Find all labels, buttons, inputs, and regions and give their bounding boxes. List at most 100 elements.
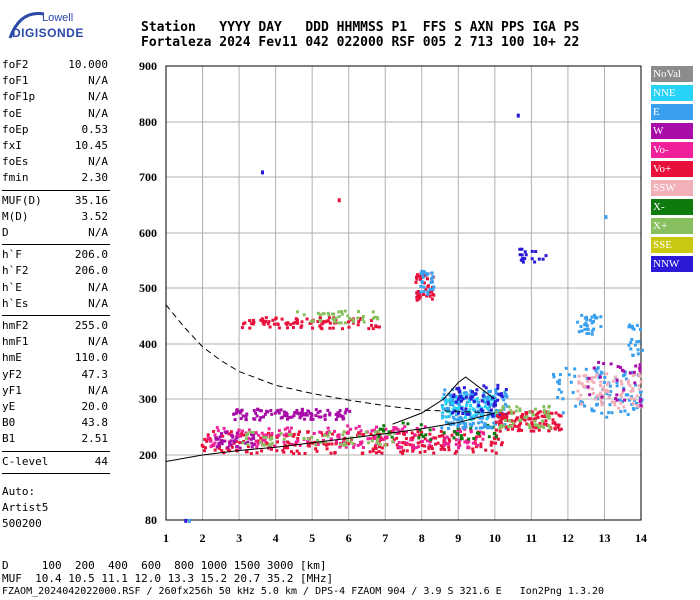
- echo-point: [425, 439, 429, 443]
- echo-point: [220, 439, 224, 443]
- echo-point: [480, 426, 484, 430]
- param-label: fxI: [2, 139, 22, 152]
- echo-point: [382, 437, 386, 441]
- echo-point: [528, 410, 532, 414]
- echo-point: [270, 441, 274, 445]
- echo-point: [359, 429, 363, 433]
- echo-point: [291, 326, 295, 329]
- echo-point: [511, 427, 514, 431]
- echo-point: [395, 436, 399, 440]
- echo-point: [288, 429, 291, 433]
- echo-point: [465, 412, 469, 416]
- echo-point: [623, 373, 627, 377]
- echo-point: [398, 429, 402, 433]
- echo-point: [485, 417, 489, 421]
- echo-point: [452, 422, 456, 426]
- echo-point: [487, 435, 491, 439]
- echo-point: [251, 431, 255, 434]
- echo-point: [499, 393, 503, 397]
- echo-point: [412, 446, 415, 450]
- echo-point: [558, 378, 561, 382]
- echo-point: [619, 393, 623, 397]
- echo-point: [417, 445, 420, 449]
- echo-point: [599, 380, 603, 384]
- echo-point: [430, 447, 434, 451]
- clevel-row: C-level 44: [2, 455, 108, 471]
- echo-point: [280, 317, 284, 321]
- x-tick-label: 9: [455, 531, 461, 545]
- echo-point: [360, 440, 364, 444]
- footer-file-line: FZAOM_2024042022000.RSF / 260fx256h 50 k…: [2, 586, 605, 597]
- echo-point: [394, 426, 398, 430]
- echo-point: [463, 416, 467, 419]
- echo-point: [234, 411, 238, 415]
- echo-point: [471, 395, 475, 399]
- echo-point: [553, 427, 557, 431]
- echo-point: [415, 446, 419, 450]
- echo-point: [590, 321, 594, 325]
- echo-point: [606, 390, 610, 393]
- echo-point: [306, 409, 310, 413]
- echo-point: [248, 319, 252, 323]
- echo-point: [357, 431, 361, 435]
- echo-point: [605, 415, 609, 419]
- echo-point: [585, 332, 589, 336]
- echo-point: [239, 409, 243, 413]
- echo-point: [286, 426, 290, 430]
- echo-point: [434, 442, 438, 446]
- echo-point: [532, 429, 536, 433]
- echo-point: [432, 285, 436, 289]
- param-value: N/A: [88, 280, 108, 294]
- echo-point: [311, 326, 314, 330]
- echo-point: [294, 440, 298, 444]
- echo-point: [503, 394, 507, 398]
- echo-point: [500, 412, 504, 416]
- echo-point: [502, 424, 506, 428]
- echo-point: [493, 400, 497, 404]
- echo-point: [447, 414, 451, 418]
- echo-point: [507, 425, 511, 428]
- echo-point: [586, 379, 590, 383]
- echo-point: [534, 407, 537, 411]
- param-row: h`F 206.0: [2, 248, 108, 264]
- echo-point: [444, 420, 448, 424]
- echo-point: [613, 400, 616, 404]
- echo-point: [264, 433, 268, 437]
- echo-point: [335, 439, 339, 443]
- echo-point: [420, 269, 424, 273]
- echo-point: [467, 397, 471, 401]
- echo-point: [459, 395, 463, 399]
- echo-point: [310, 435, 314, 439]
- echo-point: [457, 418, 460, 422]
- echo-point: [307, 444, 311, 448]
- echo-point: [381, 430, 385, 434]
- echo-point: [480, 420, 484, 424]
- echo-point: [325, 432, 329, 436]
- echo-point: [336, 435, 340, 439]
- echo-point: [292, 414, 296, 418]
- echo-point: [626, 393, 630, 397]
- autoscale-text: Artist5: [2, 500, 49, 514]
- echo-point: [286, 446, 290, 450]
- echo-point: [481, 416, 485, 420]
- echo-point: [239, 417, 243, 420]
- legend-item-ssw: SSW: [651, 180, 693, 196]
- echo-point: [490, 449, 494, 453]
- echo-point: [533, 260, 537, 264]
- echo-point: [603, 375, 607, 379]
- echo-point: [508, 419, 512, 423]
- echo-point: [636, 352, 640, 356]
- echo-point: [447, 437, 451, 441]
- echo-point: [213, 441, 217, 445]
- x-tick-label: 8: [419, 531, 425, 545]
- y-tick-label: 80: [145, 513, 157, 527]
- echo-point: [594, 316, 598, 320]
- echo-point: [479, 445, 483, 449]
- echo-point: [518, 409, 522, 413]
- echo-point: [352, 445, 356, 449]
- echo-point: [255, 451, 259, 455]
- echo-point: [462, 391, 466, 395]
- echo-point: [599, 400, 603, 404]
- echo-point: [630, 324, 634, 328]
- param-label: h`F2: [2, 264, 29, 278]
